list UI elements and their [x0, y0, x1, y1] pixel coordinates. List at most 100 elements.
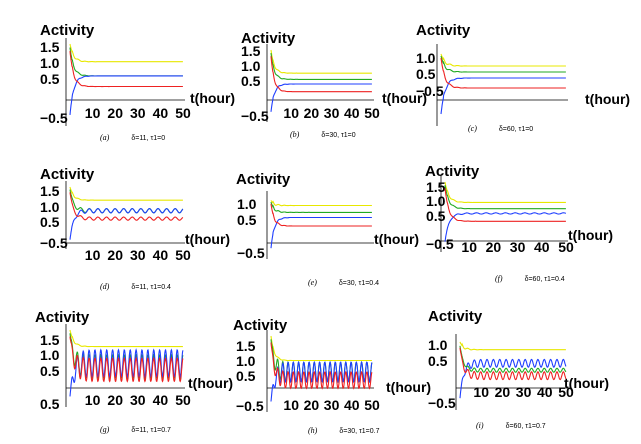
series-line-4: [270, 56, 372, 93]
panel-caption: (i) δ=60, τ1=0.7: [476, 421, 546, 430]
y-tick-label: 0.5: [40, 71, 60, 87]
x-tick-label: 50: [558, 384, 574, 400]
x-axis-label: t(hour): [185, 231, 230, 247]
y-tick-label: −0.5: [40, 110, 68, 126]
x-tick-label: 50: [364, 397, 380, 413]
panel-caption: (a) δ=11, τ1=0: [100, 133, 165, 142]
y-tick-label: 0.5: [40, 214, 60, 230]
x-tick-label: 50: [364, 105, 380, 121]
series-line-1: [270, 335, 372, 362]
x-tick-label: 10: [85, 247, 101, 263]
y-tick-label: 0.5: [237, 212, 257, 228]
y-axis-label: Activity: [40, 22, 95, 39]
panel-caption: (g) δ=11, τ1=0.7: [100, 425, 171, 434]
series-line-1: [69, 186, 183, 201]
series-line-1: [69, 329, 183, 348]
series-line-4: [270, 203, 372, 227]
x-tick-label: 20: [107, 392, 123, 408]
y-tick-label: 0.5: [40, 363, 60, 379]
x-tick-label: 40: [534, 239, 550, 255]
x-tick-label: 30: [510, 239, 526, 255]
x-tick-label: 50: [175, 392, 191, 408]
x-tick-label: 20: [107, 247, 123, 263]
y-tick-label: 0.5: [426, 208, 446, 224]
y-tick-label: 1.0: [236, 353, 256, 369]
y-tick-label: −0.5: [40, 235, 68, 251]
y-tick-label: 0.5: [416, 66, 436, 82]
x-axis-label: t(hour): [564, 375, 609, 391]
x-tick-label: 20: [495, 384, 511, 400]
x-axis-label: t(hour): [190, 90, 235, 106]
y-axis-label: Activity: [241, 30, 296, 47]
x-tick-label: 50: [175, 105, 191, 121]
x-axis-label: t(hour): [382, 90, 427, 106]
panel-caption: (c) δ=60, τ1=0: [468, 124, 533, 133]
y-axis-label: Activity: [425, 163, 480, 180]
x-tick-label: 40: [537, 384, 553, 400]
series-line-1: [440, 53, 566, 67]
series-line-4: [444, 188, 566, 222]
x-tick-label: 30: [324, 397, 340, 413]
series-line-1: [270, 200, 372, 207]
y-tick-label: −0.5: [426, 236, 454, 252]
x-tick-label: 30: [324, 105, 340, 121]
x-tick-label: 40: [344, 397, 360, 413]
y-tick-label: 1.0: [237, 196, 257, 212]
x-axis-label: t(hour): [386, 379, 431, 395]
y-tick-label: −0.5: [241, 108, 269, 124]
series-line-1: [459, 341, 566, 351]
x-tick-label: 50: [558, 239, 574, 255]
x-tick-label: 40: [153, 247, 169, 263]
panel-caption: (f) δ=60, τ1=0.4: [495, 274, 565, 283]
series-line-4: [440, 57, 566, 89]
series-line-4: [69, 51, 183, 88]
x-tick-label: 10: [283, 397, 299, 413]
series-line-4: [270, 342, 373, 390]
panel-c: Activity 1.00.5−0.5 t(hour) (c) δ=60, τ1=0: [416, 22, 630, 133]
x-axis-label: t(hour): [568, 227, 613, 243]
x-tick-label: 30: [130, 392, 146, 408]
panel-caption: (h) δ=30, τ1=0.7: [308, 426, 380, 435]
y-tick-label: 1.0: [416, 50, 436, 66]
series-line-3: [69, 208, 184, 240]
y-tick-label: −0.5: [428, 395, 456, 411]
series-line-1: [444, 181, 566, 204]
x-axis-label: t(hour): [188, 375, 233, 391]
series-line-4: [69, 192, 184, 221]
y-tick-label: 1.5: [40, 332, 60, 348]
panel-h: Activity 1.51.00.5 −0.5 10 20 30 40 50 t(hour) (h…: [233, 317, 431, 435]
y-axis-label: Activity: [40, 166, 95, 183]
series-line-4: [69, 336, 184, 383]
series-line-1: [270, 49, 372, 74]
x-tick-label: 10: [283, 105, 299, 121]
y-tick-label: 1.0: [40, 199, 60, 215]
x-tick-label: 50: [175, 247, 191, 263]
x-tick-label: 40: [344, 105, 360, 121]
x-tick-label: 30: [516, 384, 532, 400]
panel-caption: (e) δ=30, τ1=0.4: [308, 278, 379, 287]
y-tick-label: 1.0: [40, 55, 60, 71]
x-axis-label: t(hour): [585, 91, 630, 107]
y-tick-label: −0.5: [416, 83, 444, 99]
series-line-2: [440, 55, 566, 73]
y-axis-label: Activity: [236, 171, 291, 188]
y-tick-label: 1.5: [426, 179, 446, 195]
panel-caption: (d) δ=11, τ1=0.4: [100, 282, 171, 291]
series-line-1: [69, 43, 183, 63]
y-tick-label: 0.5: [236, 368, 256, 384]
x-tick-label: 20: [304, 397, 320, 413]
series-line-2: [270, 201, 372, 213]
x-tick-label: 10: [473, 384, 489, 400]
series-line-3: [444, 212, 567, 242]
series-line-3: [270, 216, 372, 249]
y-tick-label: 1.0: [426, 193, 446, 209]
y-axis-label: Activity: [428, 308, 483, 325]
x-tick-label: 20: [486, 239, 502, 255]
panel-i: Activity 1.00.5 −0.5 10 20 30 40 50t(hour) (i) δ=…: [428, 308, 609, 430]
x-tick-label: 10: [461, 239, 477, 255]
series-line-2: [459, 358, 567, 399]
